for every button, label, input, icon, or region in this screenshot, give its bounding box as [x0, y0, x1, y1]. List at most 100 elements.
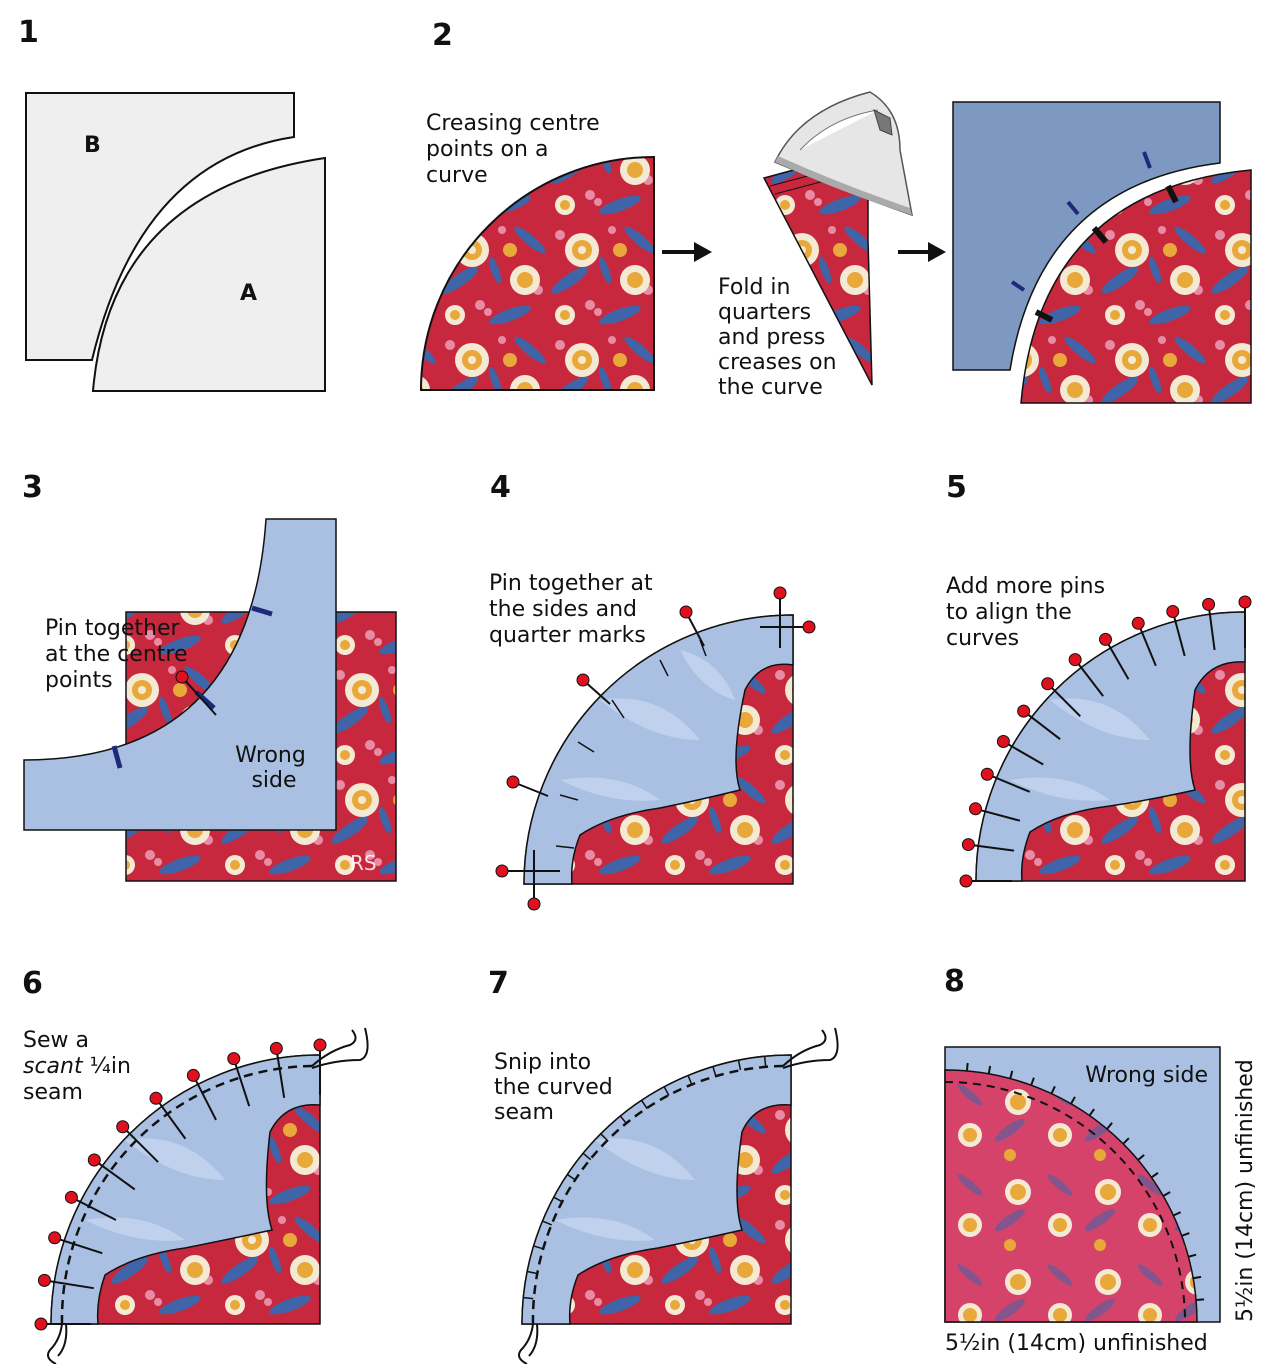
template-piece-a	[91, 156, 326, 392]
snip-mark	[1122, 1137, 1130, 1145]
thread-tail	[782, 1027, 839, 1069]
fabric-folds	[1010, 698, 1150, 801]
side-pin	[760, 586, 816, 648]
step-1: 1 B A	[18, 15, 326, 392]
step-3-number: 3	[22, 470, 43, 505]
snip-mark	[1106, 1122, 1113, 1130]
snip-mark	[1070, 1096, 1076, 1105]
step-5-caption: Add more pins to align the curves	[946, 574, 1112, 651]
snip-mark	[1009, 1070, 1014, 1079]
pin	[313, 1038, 327, 1095]
step-2-caption: Creasing centre points on a curve	[426, 111, 607, 188]
snip-mark	[619, 1115, 628, 1125]
snip-mark	[1188, 1253, 1197, 1258]
step-8-number: 8	[944, 964, 965, 999]
snip-mark	[965, 1062, 969, 1072]
step-6-number: 6	[22, 966, 43, 1001]
pin	[1099, 632, 1130, 680]
step-8: 8 Wrong side 5½in (14cm) unfinished 5½in…	[944, 964, 1258, 1356]
pin	[175, 670, 217, 716]
snip-mark	[687, 1075, 693, 1086]
step-6: 6 Sew a scant ¼in seam	[22, 966, 369, 1364]
fabric-folds	[555, 1138, 695, 1241]
snip-mark	[1195, 1298, 1205, 1302]
blue-piece-b	[952, 101, 1221, 371]
floral-quarter-circle	[419, 155, 655, 391]
wrong-side-label: Wrong side	[1085, 1063, 1208, 1088]
pin	[186, 1068, 217, 1121]
snip-mark	[600, 1133, 609, 1142]
step-7-number: 7	[488, 966, 509, 1001]
template-piece-b	[25, 92, 295, 361]
blue-wrong-side-piece	[23, 518, 337, 831]
pin	[1166, 605, 1186, 657]
pin-row	[959, 595, 1252, 888]
step-2: 2 Creasing centre points on a curve Fold…	[419, 18, 1252, 404]
rs-label: RS	[350, 851, 377, 875]
snip-mark	[566, 1173, 577, 1181]
pin	[1041, 677, 1081, 717]
blue-piece-pinned	[975, 611, 1246, 882]
pin	[961, 838, 1015, 852]
snip-mark	[663, 1086, 670, 1096]
bottom-dimension: 5½in (14cm) unfinished	[945, 1331, 1208, 1356]
blue-piece-snipped	[521, 1054, 792, 1325]
snip-mark	[523, 1296, 534, 1300]
label-a: A	[240, 281, 257, 306]
pin	[1131, 616, 1157, 667]
snip-mark	[1192, 1275, 1202, 1280]
pin	[269, 1041, 286, 1098]
fold-caption: Fold in quarters and press creases on th…	[718, 275, 844, 400]
snip-marks	[523, 1056, 767, 1300]
pin	[1238, 595, 1252, 648]
side-dimension: 5½in (14cm) unfinished	[1233, 1059, 1258, 1322]
label-b: B	[84, 133, 101, 158]
pin	[116, 1120, 159, 1163]
snip-mark	[533, 1245, 544, 1250]
crease-marks-blue	[1010, 151, 1152, 292]
snip-mark	[582, 1152, 592, 1161]
snip-mark	[1181, 1232, 1190, 1237]
snip-mark	[987, 1065, 992, 1075]
seam-line	[531, 1064, 784, 1325]
quarter-pin	[576, 673, 611, 705]
thread-tail	[518, 1323, 539, 1364]
pin	[149, 1091, 187, 1140]
snip-mark	[542, 1220, 553, 1226]
side-pin	[495, 850, 560, 911]
seam-line	[944, 1081, 1186, 1323]
step-3: 3 RS Pin together at the centre points W…	[22, 470, 397, 882]
floral-piece-a	[1020, 169, 1252, 404]
pin	[1017, 704, 1061, 740]
crease-marks-floral	[1034, 184, 1179, 323]
pin	[87, 1153, 136, 1191]
pin	[64, 1190, 117, 1221]
quarter-pin	[506, 775, 549, 797]
thread-tail	[47, 1323, 68, 1364]
fabric-folds	[85, 1138, 225, 1241]
step-7: 7 Snip into the curved seam	[488, 966, 839, 1364]
step-3-caption: Pin together at the centre points	[45, 616, 195, 693]
snip-mark	[712, 1066, 717, 1077]
step-2-number: 2	[432, 18, 453, 53]
step-4-caption: Pin together at the sides and quarter ma…	[489, 571, 660, 648]
step-7-caption: Snip into the curved seam	[494, 1050, 620, 1125]
fabric-folds	[560, 650, 735, 801]
pin	[959, 874, 1012, 888]
blue-piece-pinned	[50, 1054, 321, 1325]
pin-row	[34, 1038, 327, 1331]
pin	[980, 767, 1031, 793]
snip-mark	[553, 1196, 563, 1203]
quarter-pin	[679, 605, 705, 647]
seam-line	[60, 1064, 313, 1325]
wrong-side-label: Wrong side	[235, 743, 313, 793]
snip-mark	[1050, 1085, 1056, 1095]
snip-mark	[1150, 1172, 1159, 1179]
step-1-number: 1	[18, 15, 39, 50]
snip-mark	[1088, 1108, 1095, 1117]
pin	[227, 1052, 251, 1107]
pin	[1202, 597, 1216, 651]
snip-mark	[1030, 1077, 1035, 1086]
step-5: 5 Add more pins to align the curves	[946, 470, 1252, 888]
